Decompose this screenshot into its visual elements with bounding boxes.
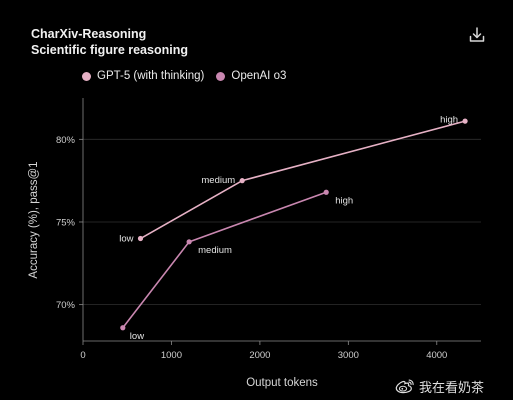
series-layer [120, 118, 468, 331]
data-point-label: medium [198, 245, 232, 256]
download-icon [469, 27, 485, 42]
data-point [462, 118, 468, 124]
data-point [323, 189, 329, 195]
data-point [186, 239, 192, 245]
legend-label-gpt5: GPT-5 (with thinking) [97, 70, 205, 82]
y-tick-label: 75% [56, 217, 76, 228]
y-tick-label: 70% [56, 300, 76, 311]
x-tick-label: 2000 [249, 350, 270, 361]
data-point-label: low [130, 331, 144, 342]
y-tick-label: 80% [56, 135, 76, 146]
legend-item-gpt5: GPT-5 (with thinking) [82, 70, 204, 82]
chart-title: CharXiv-Reasoning [31, 27, 147, 41]
series-line-o3 [122, 191, 327, 329]
data-point-label: medium [201, 175, 235, 186]
grid-layer [83, 138, 481, 306]
point-label-layer: low medium high low medium high [119, 114, 458, 342]
legend-swatch-gpt5 [82, 71, 91, 81]
chart-legend: GPT-5 (with thinking) OpenAI o3 [82, 70, 286, 82]
x-tick-label: 3000 [338, 350, 359, 361]
y-axis-title: Accuracy (%), pass@1 [28, 161, 40, 278]
watermark: 我在看奶茶 [395, 375, 484, 397]
weibo-logo-icon [395, 379, 414, 394]
data-point [137, 235, 144, 242]
x-axis-title: Output tokens [246, 377, 318, 389]
axis-layer: 70% 75% 80% 0 1000 2000 3000 4000 [56, 98, 481, 361]
series-line-gpt5 [140, 120, 466, 240]
download-button[interactable] [466, 24, 488, 46]
legend-item-o3: OpenAI o3 [216, 70, 286, 82]
legend-swatch-o3 [216, 71, 226, 81]
legend-label-o3: OpenAI o3 [231, 70, 287, 82]
x-tick-label: 1000 [161, 350, 182, 361]
data-point [239, 178, 245, 184]
data-point-label: high [440, 114, 458, 125]
title-block: CharXiv-Reasoning Scientific figure reas… [31, 26, 188, 58]
chart-subtitle: Scientific figure reasoning [31, 43, 188, 57]
watermark-text: 我在看奶茶 [419, 380, 485, 396]
data-point-label: high [335, 195, 353, 206]
x-tick-label: 4000 [426, 350, 447, 361]
data-point [120, 325, 126, 331]
x-tick-label: 0 [80, 350, 85, 361]
data-point-label: low [119, 234, 133, 245]
